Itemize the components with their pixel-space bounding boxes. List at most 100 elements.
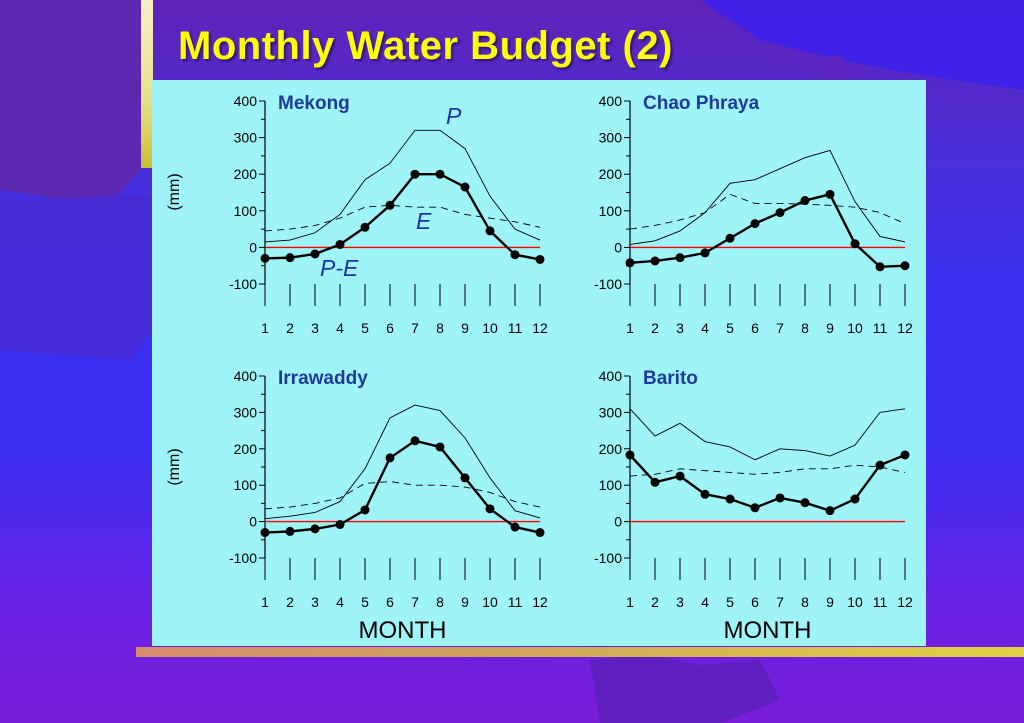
series-p-e-point (900, 450, 910, 460)
y-tick-label: 400 (234, 93, 258, 109)
panel-title: Irrawaddy (278, 368, 368, 389)
series-p-e-line (629, 192, 906, 269)
x-tick-label: 7 (776, 320, 784, 336)
series-p-e-point (310, 524, 320, 534)
x-tick-label: 8 (436, 594, 444, 610)
series-p-e-point (850, 494, 860, 504)
y-tick-label: 0 (614, 514, 622, 530)
series-p-e-point (875, 262, 885, 272)
accent-bar-vertical (141, 0, 153, 168)
x-tick-label: 7 (411, 594, 419, 610)
x-tick-label: 5 (361, 320, 369, 336)
series-p-e-point (260, 528, 270, 538)
y-tick-label: 100 (599, 203, 623, 219)
series-p-e-point (800, 196, 810, 206)
series-p-e-point (725, 494, 735, 504)
series-p-e-point (260, 253, 270, 263)
x-tick-label: 5 (726, 594, 734, 610)
x-tick-label: 8 (801, 594, 809, 610)
series-e-line (629, 193, 906, 230)
panel-title: Mekong (278, 93, 350, 114)
y-tick-label: 0 (249, 514, 257, 530)
series-p-e-point (335, 239, 345, 249)
curve-label-p: P (446, 103, 462, 129)
series-p-e-point (775, 493, 785, 503)
y-tick-label: 100 (234, 477, 258, 493)
x-tick-label: 12 (532, 594, 548, 610)
x-tick-label: 1 (261, 594, 269, 610)
x-tick-label: 1 (626, 594, 634, 610)
series-p-e-point (510, 250, 520, 260)
series-p-line (264, 404, 541, 520)
x-tick-label: 1 (261, 320, 269, 336)
series-p-e-point (535, 528, 545, 538)
x-tick-label: 2 (651, 594, 659, 610)
x-tick-label: 9 (826, 320, 834, 336)
y-tick-label: 300 (599, 130, 623, 146)
curve-label-p-e: P-E (320, 255, 359, 281)
series-p-line (264, 129, 541, 243)
series-p-e-point (360, 505, 370, 515)
series-p-e-point (435, 442, 445, 452)
series-p-e-point (700, 248, 710, 258)
series-p-e-point (460, 182, 470, 192)
y-tick-label: 200 (599, 166, 623, 182)
series-p-line (629, 149, 906, 245)
x-tick-label: 2 (286, 594, 294, 610)
y-tick-label: 200 (599, 441, 623, 457)
x-tick-label: 3 (311, 320, 319, 336)
series-p-e-point (310, 249, 320, 259)
x-tick-label: 4 (701, 594, 709, 610)
x-tick-label: 7 (411, 320, 419, 336)
series-p-e-point (410, 436, 420, 446)
y-tick-label: -100 (229, 276, 257, 292)
series-p-e-point (535, 254, 545, 264)
series-p-e-point (285, 526, 295, 536)
x-tick-label: 9 (826, 594, 834, 610)
series-p-e-point (675, 253, 685, 263)
x-tick-label: 6 (751, 594, 759, 610)
x-tick-label: 8 (801, 320, 809, 336)
x-tick-label: 10 (847, 594, 863, 610)
series-p-e-point (625, 258, 635, 268)
x-tick-label: 4 (336, 594, 344, 610)
chart-panel (152, 80, 926, 646)
y-tick-label: 200 (234, 441, 258, 457)
series-p-e-point (285, 253, 295, 263)
series-p-e-point (750, 503, 760, 513)
panel-title: Chao Phraya (643, 93, 760, 114)
series-p-e-point (510, 522, 520, 532)
series-e-line (264, 204, 541, 232)
x-tick-label: 6 (751, 320, 759, 336)
island-east (800, 55, 860, 82)
series-p-e-point (900, 261, 910, 271)
x-axis-label: MONTH (724, 617, 812, 644)
x-tick-label: 11 (873, 594, 888, 610)
y-tick-label: 300 (234, 404, 258, 420)
series-p-e-point (825, 506, 835, 516)
y-tick-label: 200 (234, 166, 258, 182)
series-p-e-point (650, 256, 660, 266)
y-tick-label: 0 (249, 239, 257, 255)
panel-title: Barito (643, 368, 698, 389)
x-tick-label: 4 (336, 320, 344, 336)
x-tick-label: 11 (873, 320, 888, 336)
series-p-e-point (675, 471, 685, 481)
landmass-south (590, 655, 780, 723)
series-p-e-point (875, 460, 885, 470)
series-p-e-point (385, 200, 395, 210)
series-p-e-point (650, 477, 660, 487)
x-tick-label: 10 (482, 320, 498, 336)
x-tick-label: 10 (847, 320, 863, 336)
y-tick-label: 300 (599, 404, 623, 420)
x-axis-label: MONTH (359, 617, 447, 644)
y-tick-label: 400 (599, 93, 623, 109)
y-tick-label: 0 (614, 239, 622, 255)
series-p-e-point (700, 489, 710, 499)
x-tick-label: 6 (386, 594, 394, 610)
series-p-e-point (385, 453, 395, 463)
